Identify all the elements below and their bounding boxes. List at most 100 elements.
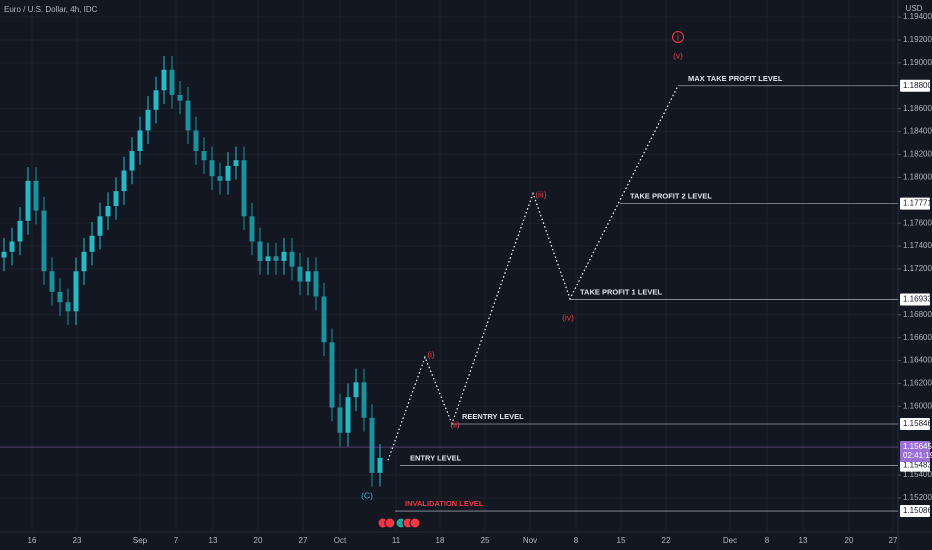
candle-body [201, 151, 207, 161]
candle-body [129, 151, 135, 171]
y-tick-label: 1.16400 [903, 356, 932, 365]
level-label: MAX TAKE PROFIT LEVEL [688, 74, 783, 83]
level-price-label: 1.15846 [903, 419, 932, 428]
y-tick-label: 1.19200 [903, 35, 932, 44]
event-icons [377, 517, 421, 529]
candle-body [345, 397, 351, 433]
y-tick-label: 1.17600 [903, 218, 932, 227]
level-price-label: 1.16933 [903, 295, 932, 304]
candle-body [313, 271, 319, 297]
candle-body [57, 291, 63, 303]
x-tick-label: Sep [133, 536, 148, 545]
candle-body [1, 251, 7, 258]
candle-body [233, 160, 239, 166]
x-tick-label: 7 [174, 536, 179, 545]
wave-label: i [677, 31, 679, 41]
candle-body [25, 180, 31, 221]
x-tick-label: 15 [617, 536, 626, 545]
candle-body [305, 271, 311, 282]
level-price-label: 1.18800 [903, 81, 932, 90]
candle-body [361, 382, 367, 418]
level-label: TAKE PROFIT 2 LEVEL [630, 192, 712, 201]
level-price-label: 1.15086 [903, 506, 932, 515]
y-tick-label: 1.16800 [903, 310, 932, 319]
candle-body [193, 130, 199, 152]
level-price-box [900, 79, 930, 92]
current-price-box [900, 441, 930, 463]
y-tick-label: 1.15400 [903, 470, 932, 479]
candle-body [73, 271, 79, 312]
candle-body [145, 109, 151, 131]
y-tick-label: 1.17400 [903, 241, 932, 250]
candle-body [297, 266, 303, 282]
wave-label: (i) [427, 349, 435, 359]
candle-body [225, 165, 231, 181]
wave-label: (v) [673, 50, 683, 60]
x-tick-label: 13 [799, 536, 808, 545]
candle-body [89, 235, 95, 252]
level-price-label: 1.15483 [903, 461, 932, 470]
candle-body [273, 256, 279, 261]
wave-circle [672, 31, 684, 43]
candle-body [353, 382, 359, 398]
x-tick-label: 23 [73, 536, 82, 545]
level-price-box [900, 293, 930, 306]
candle-body [241, 160, 247, 217]
level-price-label: 1.17771 [903, 199, 932, 208]
candle-body [217, 176, 223, 181]
level-label: INVALIDATION LEVEL [405, 499, 484, 508]
level-price-box [900, 459, 930, 472]
y-tick-label: 1.16000 [903, 401, 932, 410]
candle-body [337, 407, 343, 433]
y-tick-label: 1.19400 [903, 12, 932, 21]
x-tick-label: Oct [334, 536, 347, 545]
x-tick-label: 22 [662, 536, 671, 545]
x-tick-label: 8 [574, 536, 579, 545]
candle-body [17, 220, 23, 242]
y-tick-label: 1.19000 [903, 58, 932, 67]
candle-body [65, 302, 71, 312]
candle-body [81, 251, 87, 272]
candle-body [321, 296, 327, 343]
candle-body [121, 170, 127, 192]
x-tick-label: 25 [481, 536, 490, 545]
grid [0, 0, 898, 532]
candle-body [49, 271, 55, 292]
candle-body [185, 100, 191, 131]
candle-body [329, 342, 335, 408]
candle-body [137, 130, 143, 152]
x-tick-label: 18 [436, 536, 445, 545]
chart-title: Euro / U.S. Dollar, 4h, IDC [4, 5, 98, 14]
x-tick-label: 11 [392, 536, 401, 545]
y-tick-label: 1.18400 [903, 127, 932, 136]
candle-body [177, 94, 183, 101]
x-tick-label: Dec [723, 536, 737, 545]
current-price-label: 1.15645 [903, 442, 932, 451]
candle-body [41, 210, 47, 272]
projection-path [387, 85, 679, 461]
wave-label: (iii) [535, 189, 546, 199]
plot [1, 55, 383, 487]
candle-body [33, 180, 39, 211]
candle-body [105, 205, 111, 217]
y-tick-label: 1.16200 [903, 379, 932, 388]
candle-body [161, 69, 167, 91]
candle-body [97, 216, 103, 236]
level-label: ENTRY LEVEL [410, 454, 462, 463]
x-tick-label: 27 [299, 536, 308, 545]
level-price-box [900, 418, 930, 431]
x-tick-label: 27 [889, 536, 898, 545]
level-price-box [900, 505, 930, 518]
candle-body [257, 241, 263, 261]
x-tick-label: 13 [209, 536, 218, 545]
x-tick-label: Nov [523, 536, 537, 545]
candle-body [249, 216, 255, 242]
candle-body [281, 251, 287, 261]
level-label: REENTRY LEVEL [462, 412, 524, 421]
candle-body [209, 160, 215, 177]
y-tick-label: 1.18600 [903, 104, 932, 113]
x-tick-label: 20 [254, 536, 263, 545]
level-price-box [900, 197, 930, 210]
